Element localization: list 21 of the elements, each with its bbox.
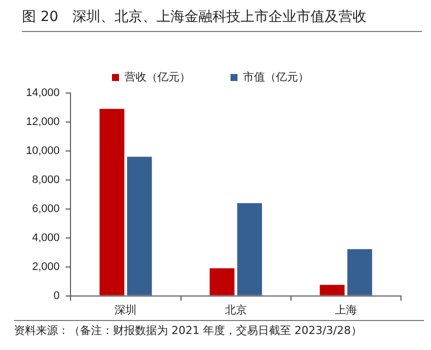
y-tick-label: 8,000 <box>32 174 60 186</box>
chart-title: 图 20 深圳、北京、上海金融科技上市企业市值及营收 <box>22 8 422 32</box>
bar <box>347 249 372 296</box>
legend-label: 营收（亿元） <box>124 70 190 84</box>
y-tick-label: 4,000 <box>32 232 60 244</box>
y-tick-label: 2,000 <box>32 260 60 273</box>
bar <box>127 156 152 296</box>
y-tick-label: 12,000 <box>26 116 60 128</box>
x-tick-label: 深圳 <box>114 303 137 316</box>
bar <box>100 108 124 296</box>
y-tick-label: 6,000 <box>32 202 60 215</box>
x-tick-label: 北京 <box>224 303 247 316</box>
bar <box>210 268 234 296</box>
y-tick-label: 0 <box>54 290 60 302</box>
y-tick-label: 14,000 <box>26 87 60 100</box>
text: 资料来源：（备注：财报数据为 2021 年度，交易日截至 2023/3/28） <box>14 320 424 338</box>
bar <box>237 203 262 296</box>
x-tick-label: 上海 <box>334 303 357 316</box>
bar <box>320 284 345 296</box>
legend-label: 市值（亿元） <box>243 70 309 84</box>
y-tick-label: 10,000 <box>26 144 60 157</box>
